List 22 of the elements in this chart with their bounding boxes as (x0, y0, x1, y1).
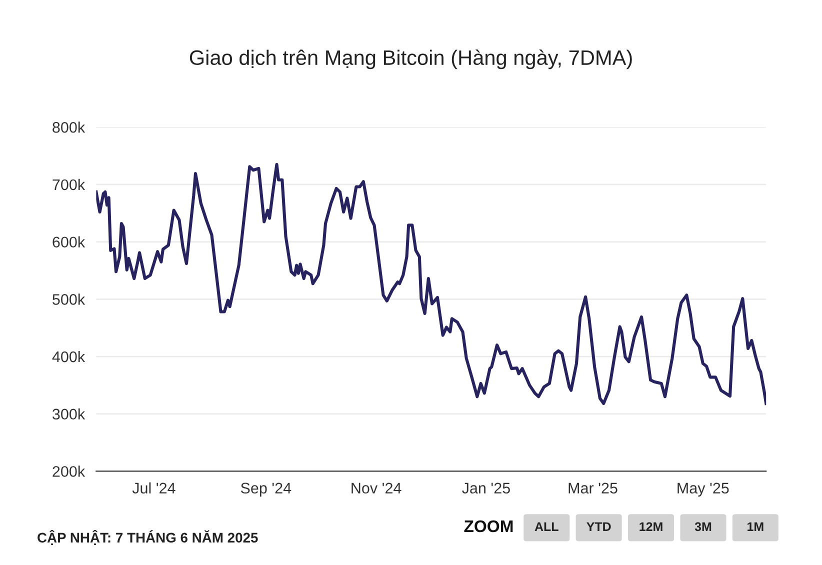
text: ALL (534, 522, 558, 531)
y-tick-label: 300k (52, 408, 86, 420)
y-tick-label: 700k (52, 178, 86, 190)
text: 1M (748, 522, 764, 531)
y-tick-label: 500k (52, 294, 86, 305)
y-tick-label: 200k (52, 466, 86, 477)
x-tick-label: Sep '24 (240, 482, 292, 497)
text: 12M (640, 522, 662, 531)
y-tick-label: 800k (52, 122, 86, 133)
text: YTD (586, 522, 611, 531)
x-tick-label: Mar '25 (568, 482, 618, 494)
text: CẬP NHẬT: 7 THÁNG 6 NĂM 2025 (38, 530, 258, 545)
y-tick-label: 400k (52, 350, 86, 362)
text: ZOOM (464, 520, 513, 532)
x-tick-label: Jul '24 (132, 482, 176, 494)
y-tick-label: 600k (52, 236, 86, 248)
text: 3M (694, 522, 712, 532)
x-tick-label: Nov '24 (352, 482, 402, 494)
chart-title: Giao dịch trên Mạng Bitcoin (Hàng ngày, 7DMA) (190, 49, 632, 70)
x-tick-label: May '25 (678, 482, 729, 497)
line-series (96, 162, 766, 406)
x-tick-label: Jan '25 (462, 482, 510, 494)
